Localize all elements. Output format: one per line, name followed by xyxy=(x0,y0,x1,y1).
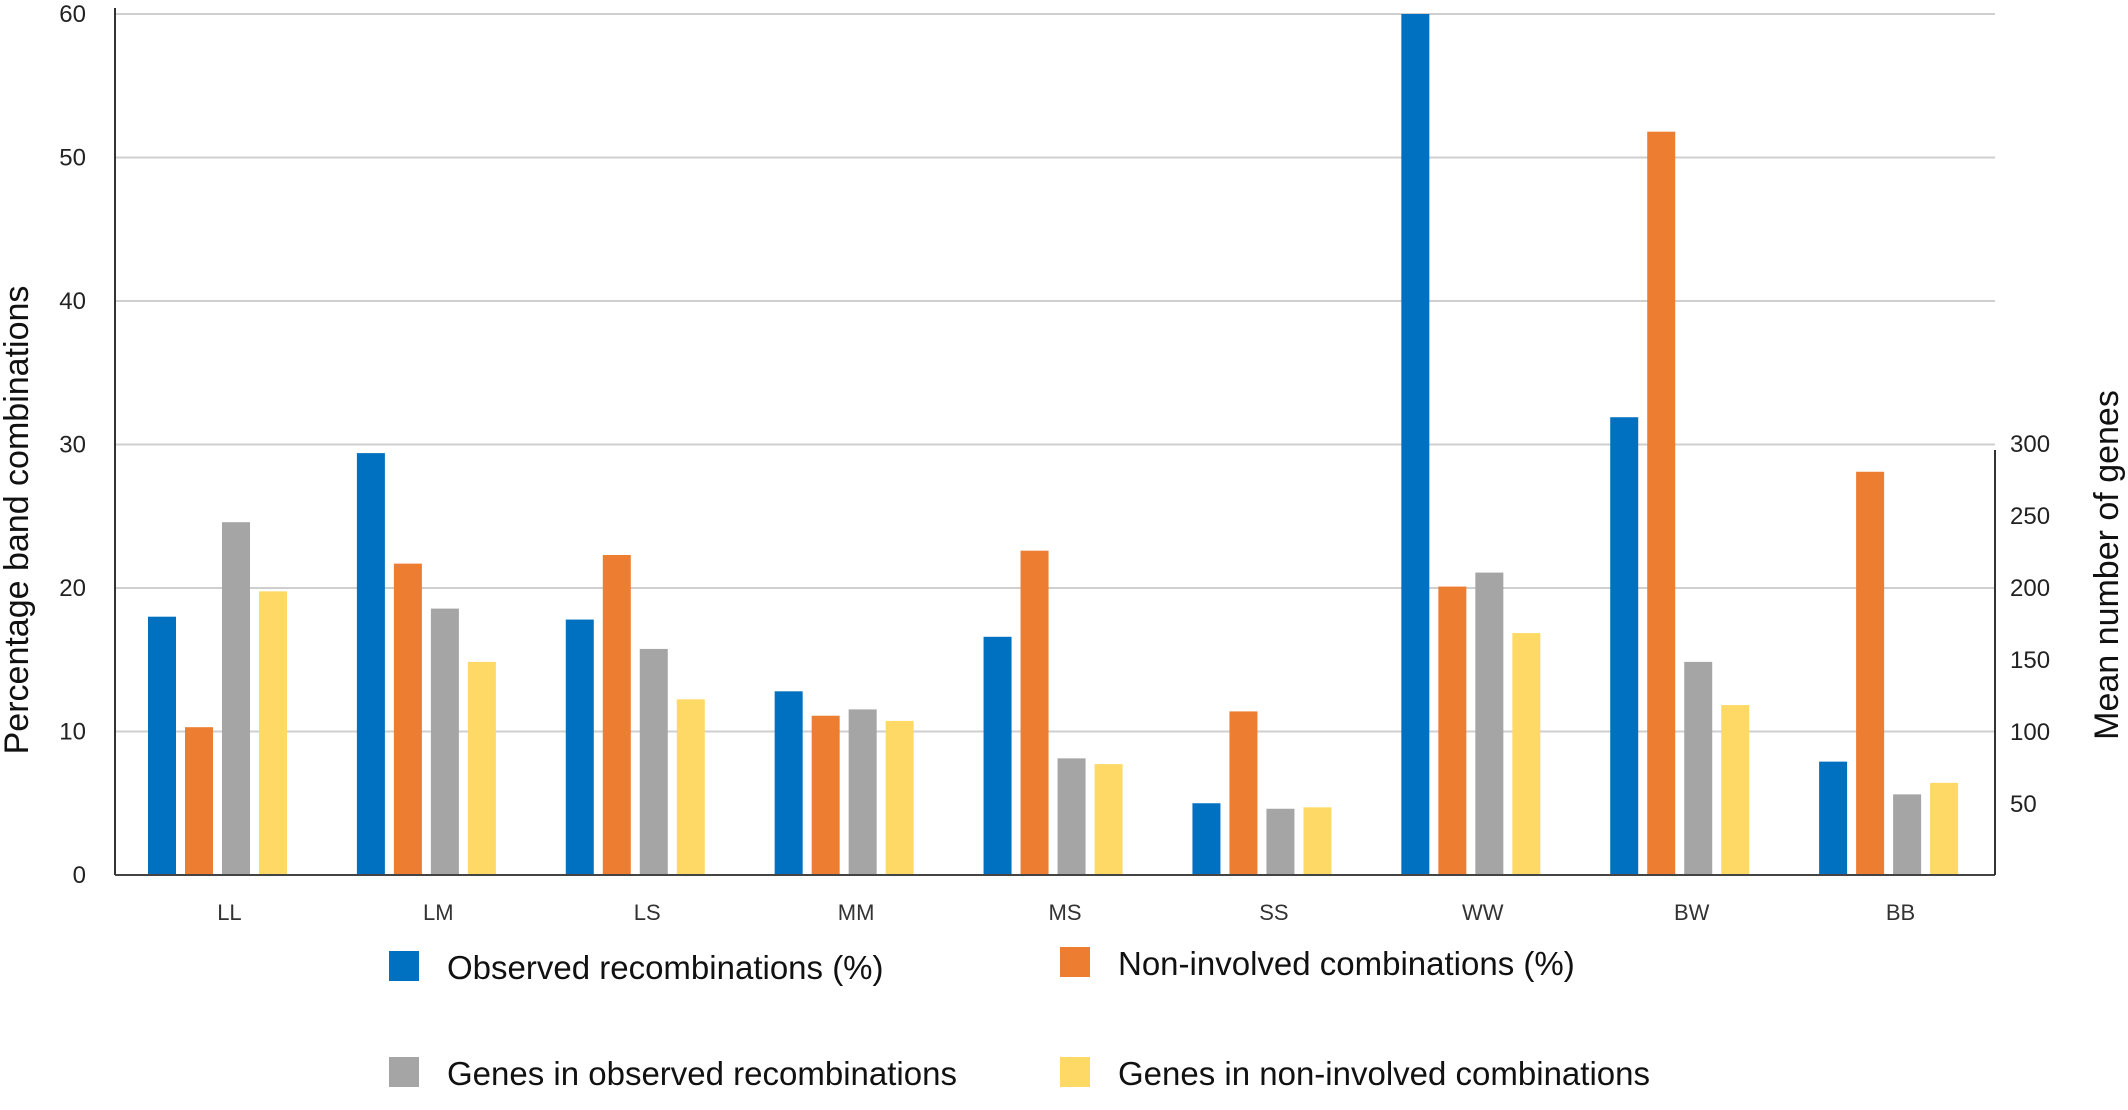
legend-label: Observed recombinations (%) xyxy=(447,949,884,986)
bar-mm-series-2 xyxy=(811,715,840,875)
y2-tick-label: 150 xyxy=(2010,647,2050,674)
bar-bb-series-1 xyxy=(1819,761,1848,875)
x-tick-label: BW xyxy=(1674,900,1710,925)
x-tick-label: LL xyxy=(217,900,241,925)
x-tick-label: BB xyxy=(1886,900,1915,925)
bar-lm-series-4 xyxy=(467,661,496,875)
bar-ss-series-4 xyxy=(1303,807,1332,875)
bar-ll-series-1 xyxy=(148,616,176,875)
y-tick-label: 10 xyxy=(59,719,86,746)
bar-ss-series-3 xyxy=(1266,808,1295,875)
bar-bb-series-2 xyxy=(1856,471,1885,875)
legend-swatch xyxy=(389,1057,419,1087)
bar-ls-series-2 xyxy=(602,554,631,875)
bar-lm-series-1 xyxy=(356,453,385,875)
y-axis-title: Percentage band combinations xyxy=(0,286,36,755)
x-tick-label: MS xyxy=(1049,900,1082,925)
x-axis-categories: LL LM LS MM MS SS WW BW BB xyxy=(217,900,1915,925)
bar-ss-series-1 xyxy=(1192,803,1221,875)
bar-ll-series-2 xyxy=(185,727,213,875)
bar-ll-series-3 xyxy=(222,522,250,875)
bar-ls-series-3 xyxy=(639,648,668,875)
bar-ll-series-4 xyxy=(259,591,287,875)
bar-lm-series-2 xyxy=(393,563,422,875)
legend-swatch xyxy=(1060,1057,1090,1087)
legend-swatch xyxy=(389,951,419,981)
gridlines xyxy=(115,13,1995,733)
y-axis-ticks: 0 10 20 30 40 50 60 xyxy=(59,1,86,889)
legend: Observed recombinations (%) Non-involved … xyxy=(389,945,1650,1092)
bar-ww-series-3 xyxy=(1475,572,1504,875)
legend-swatch xyxy=(1060,947,1090,977)
bar-ls-series-4 xyxy=(676,699,705,875)
bar-bw-series-3 xyxy=(1684,661,1713,875)
y-tick-label: 0 xyxy=(73,862,86,889)
bar-mm-series-3 xyxy=(848,709,877,875)
bars xyxy=(148,14,1959,876)
y2-axis-title: Mean number of genes xyxy=(2088,390,2126,740)
bar-ww-series-2 xyxy=(1438,586,1467,875)
axes xyxy=(114,8,1996,876)
bar-mm-series-4 xyxy=(885,720,914,875)
x-tick-label: LM xyxy=(423,900,454,925)
bar-ms-series-4 xyxy=(1094,764,1123,875)
y2-tick-label: 50 xyxy=(2010,791,2037,818)
y-tick-label: 60 xyxy=(59,1,86,28)
x-tick-label: WW xyxy=(1462,900,1504,925)
y2-tick-label: 200 xyxy=(2010,575,2050,602)
x-tick-label: MM xyxy=(838,900,875,925)
bar-lm-series-3 xyxy=(430,608,459,875)
bar-ms-series-2 xyxy=(1020,550,1049,875)
bar-bw-series-4 xyxy=(1721,705,1750,875)
legend-label: Genes in non-involved combinations xyxy=(1118,1055,1650,1092)
bar-bw-series-1 xyxy=(1610,417,1639,875)
y-tick-label: 50 xyxy=(59,145,86,172)
x-tick-label: LS xyxy=(634,900,661,925)
y2-tick-label: 100 xyxy=(2010,719,2050,746)
x-tick-label: SS xyxy=(1259,900,1288,925)
legend-label: Genes in observed recombinations xyxy=(447,1055,957,1092)
y-tick-label: 40 xyxy=(59,288,86,315)
bar-ms-series-1 xyxy=(983,636,1012,875)
y-tick-label: 20 xyxy=(59,575,86,602)
y2-axis-ticks: 50 100 150 200 250 300 xyxy=(2010,431,2050,818)
y-tick-label: 30 xyxy=(59,432,86,459)
bar-ms-series-3 xyxy=(1057,758,1086,875)
bar-ss-series-2 xyxy=(1229,711,1258,875)
bar-bb-series-4 xyxy=(1930,782,1959,875)
y2-tick-label: 250 xyxy=(2010,503,2050,530)
bar-ww-series-4 xyxy=(1512,633,1541,875)
bar-mm-series-1 xyxy=(774,691,803,875)
bar-ls-series-1 xyxy=(565,619,594,875)
y2-tick-label: 300 xyxy=(2010,431,2050,458)
bar-bw-series-2 xyxy=(1647,131,1676,876)
bar-bb-series-3 xyxy=(1893,794,1922,875)
bar-ww-series-1 xyxy=(1401,14,1430,875)
legend-label: Non-involved combinations (%) xyxy=(1118,945,1575,982)
